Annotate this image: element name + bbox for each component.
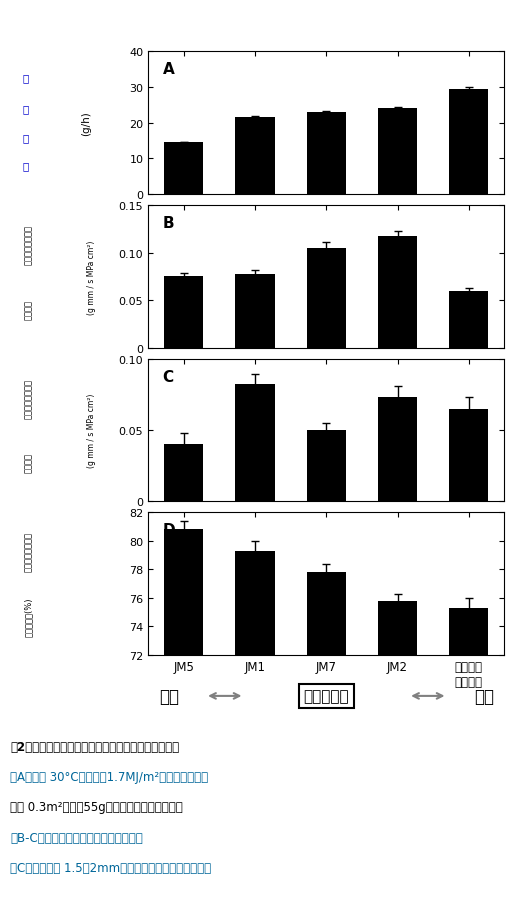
Text: 低い: 低い <box>474 687 493 705</box>
Bar <box>449 409 488 502</box>
Text: 流: 流 <box>23 133 29 142</box>
Text: （A）気温 30°C、日射量1.7MJ/m²における葉面積: （A）気温 30°C、日射量1.7MJ/m²における葉面積 <box>10 770 209 783</box>
Bar <box>449 608 488 919</box>
Text: 帹断面積あたりの: 帹断面積あたりの <box>24 225 33 265</box>
Bar <box>236 119 275 195</box>
Text: (g mm / s MPa cm²): (g mm / s MPa cm²) <box>86 240 96 314</box>
Text: A: A <box>162 62 174 77</box>
Text: わい化能力: わい化能力 <box>304 688 349 704</box>
Bar <box>378 109 417 195</box>
Bar <box>378 398 417 502</box>
Text: B: B <box>162 216 174 231</box>
Bar <box>236 385 275 502</box>
Text: 水透過率: 水透過率 <box>24 300 33 319</box>
Bar <box>164 143 203 195</box>
Bar <box>236 274 275 348</box>
Bar <box>307 430 346 502</box>
Bar <box>164 445 203 502</box>
Text: 師部の割合(%): 師部の割合(%) <box>24 596 33 636</box>
Text: 量: 量 <box>23 162 29 171</box>
Text: 囲2　わい化能力の異なるリンゴ台木５品種における: 囲2 わい化能力の異なるリンゴ台木５品種における <box>10 740 179 753</box>
Text: C: C <box>162 369 174 384</box>
Text: 散: 散 <box>23 105 29 114</box>
Bar <box>164 530 203 919</box>
Text: 根断面積に占める: 根断面積に占める <box>24 532 33 572</box>
Bar <box>307 573 346 919</box>
X-axis label: 台木品種: 台木品種 <box>309 694 343 708</box>
Text: （C）根（太さ 1.5～2mm）の断面に占める師部の割合: （C）根（太さ 1.5～2mm）の断面に占める師部の割合 <box>10 861 212 874</box>
Bar <box>236 551 275 919</box>
Text: 0.3m²、根量55gのポット苗の蜥蚕散流量: 0.3m²、根量55gのポット苗の蜥蚕散流量 <box>10 800 183 813</box>
Bar <box>164 277 203 348</box>
Text: 高い: 高い <box>159 687 179 705</box>
Text: (g mm / s MPa cm²): (g mm / s MPa cm²) <box>86 393 96 468</box>
Bar <box>378 601 417 919</box>
Bar <box>307 248 346 348</box>
Text: 根断面積あたりの: 根断面積あたりの <box>24 379 33 418</box>
Text: （B-C）切り出した帹および根の透水性: （B-C）切り出した帹および根の透水性 <box>10 831 143 844</box>
Bar <box>307 113 346 195</box>
Bar <box>449 90 488 195</box>
Bar <box>449 291 488 348</box>
Text: (g/h): (g/h) <box>81 111 91 136</box>
Text: 水透過率: 水透過率 <box>24 453 33 472</box>
Text: 蒸: 蒸 <box>23 73 29 83</box>
Text: D: D <box>162 523 175 538</box>
Bar <box>378 236 417 348</box>
